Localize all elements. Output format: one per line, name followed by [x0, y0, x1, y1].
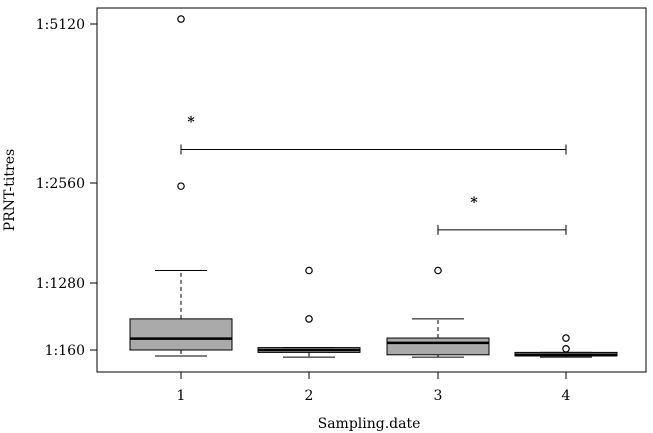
outlier-3-0	[434, 266, 442, 275]
outlier-2-0	[305, 266, 313, 275]
x-axis: 1 2 3 4	[177, 372, 571, 404]
x-tick-label-1: 2	[305, 388, 314, 404]
outlier-4-0	[562, 334, 570, 342]
significance-brackets: **	[180, 114, 567, 235]
outliers	[177, 15, 570, 353]
y-axis-label: PRNT-titres	[2, 149, 18, 231]
significance-marker-0: *	[187, 114, 195, 130]
y-tick-label-1: 1:1280	[36, 276, 85, 292]
x-tick-label-0: 1	[177, 388, 186, 404]
box-3	[386, 337, 490, 356]
y-tick-label-3: 1:5120	[36, 17, 85, 33]
y-tick-label-2: 1:2560	[36, 176, 85, 192]
outlier-1-1	[177, 182, 185, 190]
boxes	[129, 270, 618, 358]
plot-frame	[96, 7, 647, 373]
outlier-1-0	[177, 15, 185, 23]
x-tick-label-3: 4	[562, 388, 571, 404]
box-1	[129, 318, 233, 351]
x-tick-label-2: 3	[434, 388, 443, 404]
significance-marker-1: *	[470, 195, 478, 211]
outlier-4-1	[562, 345, 570, 353]
y-tick-label-0: 1:160	[45, 343, 85, 359]
x-axis-label: Sampling.date	[318, 416, 421, 432]
outlier-2-1	[305, 315, 313, 323]
y-axis: 1:160 1:1280 1:2560 1:5120	[36, 17, 97, 359]
